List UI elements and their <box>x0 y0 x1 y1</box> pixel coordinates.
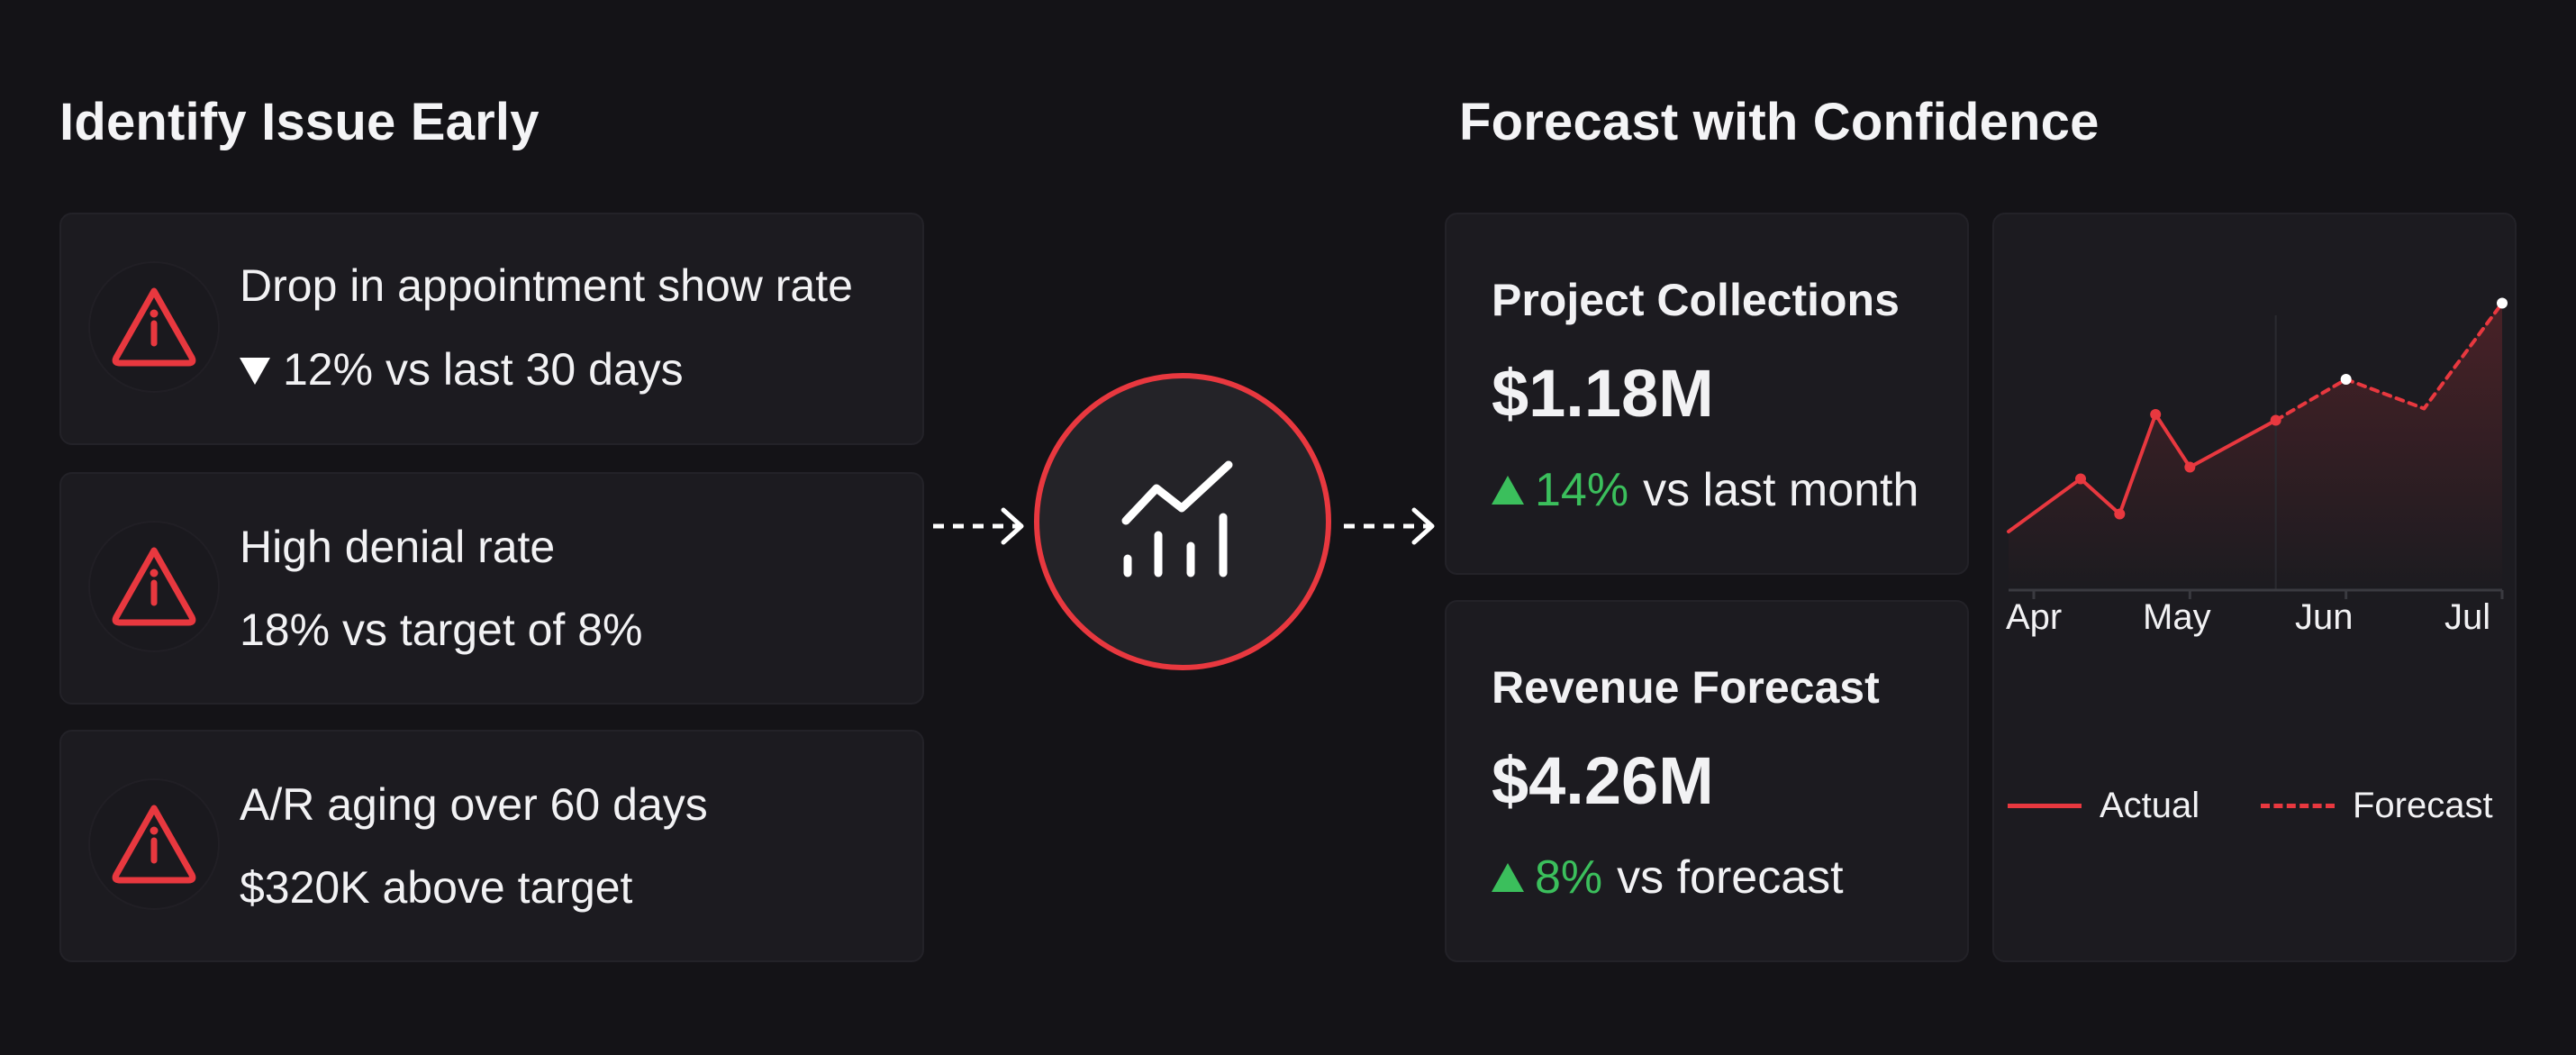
issue-detail-text: 18% vs target of 8% <box>240 605 643 655</box>
legend-swatch-solid <box>2008 804 2082 808</box>
warning-triangle-icon <box>88 778 220 910</box>
series-line-forecast <box>2273 301 2504 423</box>
legend-actual: Actual <box>2008 786 2200 826</box>
issue-detail: 12% vs last 30 days <box>240 343 684 396</box>
metric-card[interactable]: Project Collections $1.18M 14% vs last m… <box>1445 213 1969 575</box>
issue-card[interactable]: A/R aging over 60 days $320K above targe… <box>59 730 924 962</box>
issue-title: High denial rate <box>240 522 556 572</box>
legend-swatch-dashed <box>2261 804 2335 808</box>
metric-comparison: vs forecast <box>1617 851 1844 904</box>
data-point-actual <box>2150 409 2162 420</box>
metric-change-percent: 14% <box>1535 464 1629 516</box>
series-line-actual <box>2007 413 2278 533</box>
metric-value: $4.26M <box>1492 743 1714 818</box>
metric-title: Project Collections <box>1492 275 1900 325</box>
data-point-actual <box>2184 461 2196 473</box>
metric-title: Revenue Forecast <box>1492 662 1880 713</box>
x-tick-label: Jun <box>2295 597 2354 637</box>
section-title-issues: Identify Issue Early <box>59 93 540 151</box>
data-point-actual <box>2075 473 2086 485</box>
issue-detail: $320K above target <box>240 861 632 914</box>
section-title-forecast: Forecast with Confidence <box>1459 93 2100 151</box>
issue-title: A/R aging over 60 days <box>240 779 708 830</box>
trend-chart-icon <box>1034 373 1331 670</box>
chart-area-fill <box>2009 303 2502 590</box>
data-point-actual <box>2270 414 2281 426</box>
x-tick-label: Jul <box>2444 597 2491 637</box>
connector-arrow-left <box>933 507 1024 545</box>
data-point-forecast <box>2340 374 2352 385</box>
issue-detail-text: $320K above target <box>240 862 633 913</box>
metric-card[interactable]: Revenue Forecast $4.26M 8% vs forecast <box>1445 600 1969 962</box>
data-point-actual <box>2114 508 2126 520</box>
up-triangle-icon <box>1492 863 1524 892</box>
warning-triangle-icon <box>88 261 220 393</box>
metric-comparison: vs last month <box>1643 464 1919 516</box>
issue-detail: 18% vs target of 8% <box>240 604 642 656</box>
issue-card[interactable]: High denial rate 18% vs target of 8% <box>59 472 924 705</box>
metric-change: 14% vs last month <box>1492 463 1918 517</box>
issue-title: Drop in appointment show rate <box>240 260 853 311</box>
metric-change: 8% vs forecast <box>1492 850 1844 905</box>
legend-forecast: Forecast <box>2261 786 2493 826</box>
down-triangle-icon <box>240 358 270 385</box>
issue-card[interactable]: Drop in appointment show rate 12% vs las… <box>59 213 924 445</box>
up-triangle-icon <box>1492 476 1524 505</box>
warning-triangle-icon <box>88 521 220 652</box>
metric-value: $1.18M <box>1492 356 1714 431</box>
legend-label: Actual <box>2100 786 2200 825</box>
x-tick-label: Apr <box>2006 597 2063 637</box>
issue-detail-text: 12% vs last 30 days <box>283 344 684 395</box>
x-tick-label: May <box>2143 597 2211 637</box>
legend-label: Forecast <box>2353 786 2493 825</box>
data-point-forecast <box>2497 297 2508 309</box>
metric-change-percent: 8% <box>1535 851 1603 904</box>
connector-arrow-right <box>1344 507 1435 545</box>
